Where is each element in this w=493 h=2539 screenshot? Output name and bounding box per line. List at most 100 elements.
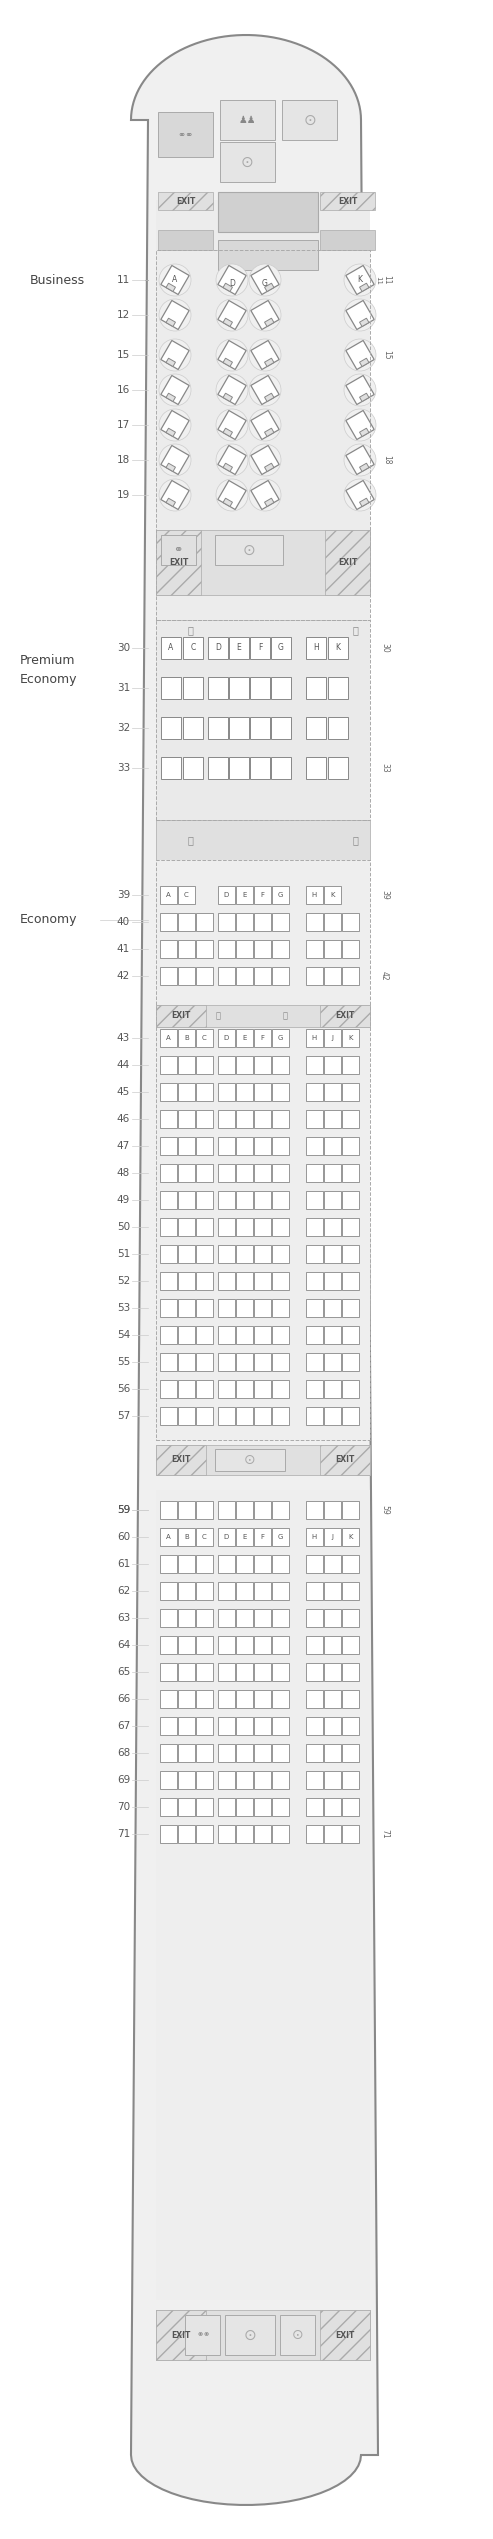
Text: EXIT: EXIT	[169, 559, 188, 566]
Bar	[160, 1635, 177, 1653]
Bar	[196, 1244, 213, 1262]
Bar	[161, 340, 189, 371]
Text: K: K	[357, 277, 362, 284]
Bar	[196, 1744, 213, 1762]
Bar	[178, 1244, 195, 1262]
Bar	[324, 1691, 341, 1709]
Bar	[271, 637, 291, 660]
Text: EXIT: EXIT	[176, 196, 195, 206]
Bar	[229, 757, 249, 779]
Bar	[306, 1528, 323, 1546]
Text: D: D	[224, 891, 229, 899]
Text: 30: 30	[117, 642, 130, 653]
Bar	[196, 1084, 213, 1102]
Bar	[342, 1635, 359, 1653]
Bar	[320, 231, 375, 249]
Bar	[254, 1691, 271, 1709]
Circle shape	[159, 264, 191, 297]
Text: ⊙: ⊙	[241, 155, 253, 170]
Text: 42: 42	[380, 972, 389, 980]
Bar	[178, 1772, 195, 1790]
Circle shape	[344, 300, 376, 330]
Bar	[236, 1110, 253, 1127]
Text: G: G	[278, 1036, 283, 1041]
Bar	[342, 1716, 359, 1734]
Bar	[271, 716, 291, 739]
Bar	[236, 1826, 253, 1843]
Bar	[342, 1028, 359, 1046]
Bar	[218, 1028, 235, 1046]
Bar	[346, 267, 374, 295]
Text: 51: 51	[117, 1249, 130, 1259]
Text: ⊙: ⊙	[292, 2328, 304, 2341]
Bar	[306, 1300, 323, 1318]
Text: 47: 47	[117, 1140, 130, 1150]
Bar	[342, 1325, 359, 1343]
Text: ⚭⚭: ⚭⚭	[177, 129, 193, 140]
Bar	[342, 1528, 359, 1546]
Bar	[178, 1325, 195, 1343]
Bar	[196, 967, 213, 985]
Bar	[342, 1137, 359, 1155]
Bar	[359, 462, 369, 472]
Text: 64: 64	[117, 1640, 130, 1650]
Bar	[272, 1244, 289, 1262]
Text: E: E	[243, 891, 246, 899]
Bar	[196, 1635, 213, 1653]
Bar	[183, 637, 203, 660]
Bar	[218, 1407, 235, 1424]
Bar	[160, 1219, 177, 1236]
Circle shape	[249, 373, 281, 406]
Bar	[254, 1635, 271, 1653]
Text: 45: 45	[117, 1087, 130, 1097]
Text: 🚼: 🚼	[215, 1011, 220, 1021]
Bar	[218, 1691, 235, 1709]
Text: J: J	[331, 1036, 333, 1041]
Bar	[160, 1381, 177, 1399]
Text: 69: 69	[117, 1775, 130, 1785]
Bar	[324, 1137, 341, 1155]
Text: H: H	[313, 642, 319, 653]
Text: K: K	[348, 1036, 353, 1041]
Bar	[306, 1744, 323, 1762]
Bar	[156, 861, 370, 1440]
Bar	[196, 1219, 213, 1236]
Text: Economy: Economy	[20, 914, 77, 927]
Text: 57: 57	[117, 1412, 130, 1422]
Bar	[196, 1582, 213, 1600]
Bar	[160, 1663, 177, 1681]
Bar	[166, 394, 176, 401]
Bar	[178, 1191, 195, 1209]
Bar	[254, 1716, 271, 1734]
Bar	[160, 1110, 177, 1127]
Bar	[178, 1056, 195, 1074]
Bar	[178, 1716, 195, 1734]
Bar	[342, 1244, 359, 1262]
Bar	[196, 1353, 213, 1371]
Bar	[178, 1501, 195, 1518]
Bar	[156, 2310, 206, 2359]
Bar	[306, 637, 326, 660]
Text: 17: 17	[117, 419, 130, 429]
Text: B: B	[184, 1534, 189, 1541]
Bar	[156, 861, 370, 1440]
Bar	[324, 886, 341, 904]
Text: 16: 16	[117, 386, 130, 396]
Bar	[306, 1798, 323, 1815]
Bar	[160, 1826, 177, 1843]
Bar	[218, 444, 246, 475]
Bar	[272, 1191, 289, 1209]
Bar	[236, 1028, 253, 1046]
Text: J: J	[331, 1534, 333, 1541]
Bar	[225, 2316, 275, 2356]
Bar	[215, 1450, 285, 1470]
Bar	[272, 1798, 289, 1815]
Bar	[160, 1610, 177, 1627]
Bar	[324, 914, 341, 932]
Bar	[183, 757, 203, 779]
Text: 70: 70	[117, 1803, 130, 1813]
Bar	[160, 1554, 177, 1574]
Bar	[178, 1381, 195, 1399]
Bar	[328, 757, 348, 779]
Bar	[306, 1663, 323, 1681]
